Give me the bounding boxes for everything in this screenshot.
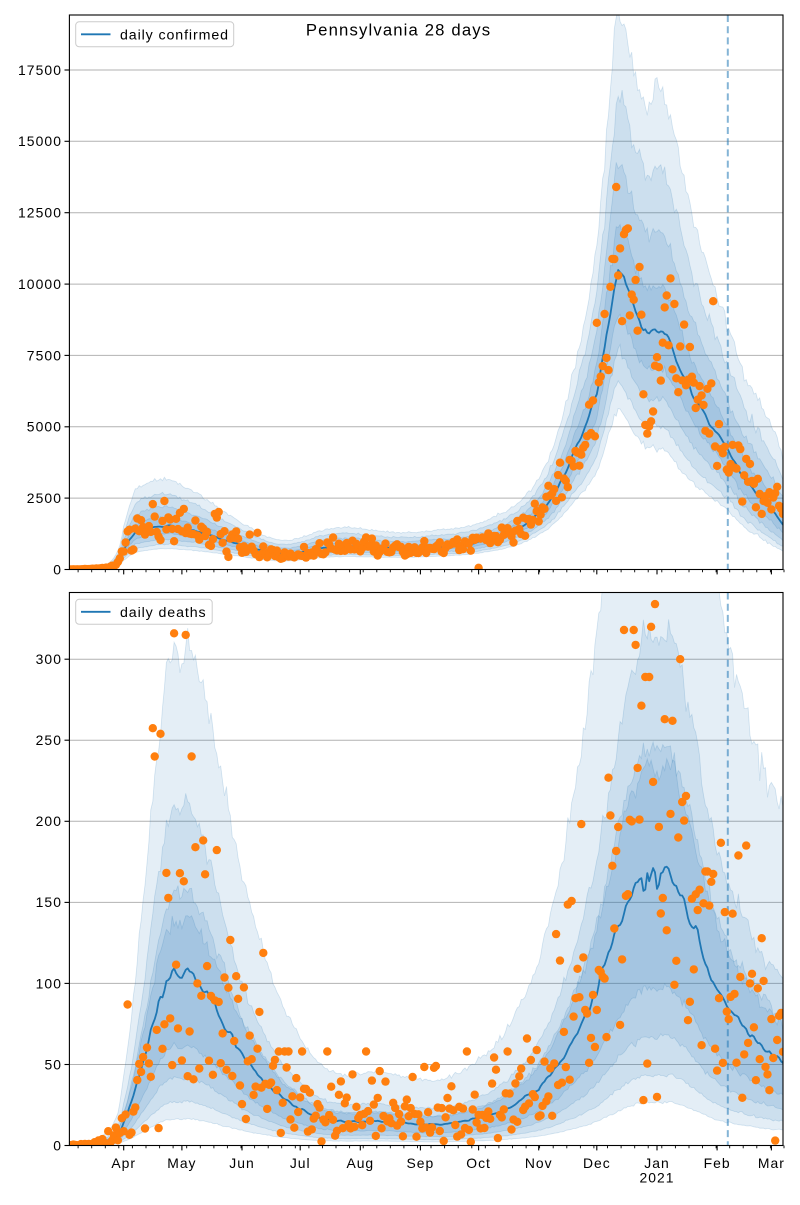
svg-text:Feb: Feb [704, 1155, 731, 1171]
svg-text:Nov: Nov [525, 1155, 553, 1171]
svg-text:2021: 2021 [640, 1169, 675, 1185]
svg-text:15000: 15000 [18, 133, 62, 149]
svg-text:5000: 5000 [27, 419, 62, 435]
svg-text:300: 300 [36, 651, 62, 667]
svg-text:Jul: Jul [290, 1155, 311, 1171]
svg-text:200: 200 [36, 813, 62, 829]
svg-text:Sep: Sep [407, 1155, 435, 1171]
svg-text:100: 100 [36, 975, 62, 991]
svg-text:7500: 7500 [27, 347, 62, 363]
svg-text:Pennsylvania 28 days: Pennsylvania 28 days [306, 21, 491, 40]
svg-text:0: 0 [53, 561, 62, 577]
svg-text:2500: 2500 [27, 490, 62, 506]
svg-text:10000: 10000 [18, 276, 62, 292]
svg-text:0: 0 [53, 1137, 62, 1153]
svg-text:12500: 12500 [18, 205, 62, 221]
svg-text:daily confirmed: daily confirmed [120, 28, 229, 44]
svg-text:17500: 17500 [18, 62, 62, 78]
svg-text:May: May [167, 1155, 196, 1171]
svg-text:Jan: Jan [644, 1155, 669, 1171]
svg-text:Mar: Mar [758, 1155, 785, 1171]
svg-text:Jun: Jun [229, 1155, 254, 1171]
svg-text:Apr: Apr [111, 1155, 136, 1171]
svg-text:150: 150 [36, 894, 62, 910]
svg-text:50: 50 [44, 1056, 62, 1072]
svg-text:Aug: Aug [346, 1155, 374, 1171]
svg-text:daily deaths: daily deaths [120, 605, 207, 621]
svg-text:Dec: Dec [583, 1155, 611, 1171]
svg-text:250: 250 [36, 732, 62, 748]
svg-text:Oct: Oct [466, 1155, 491, 1171]
